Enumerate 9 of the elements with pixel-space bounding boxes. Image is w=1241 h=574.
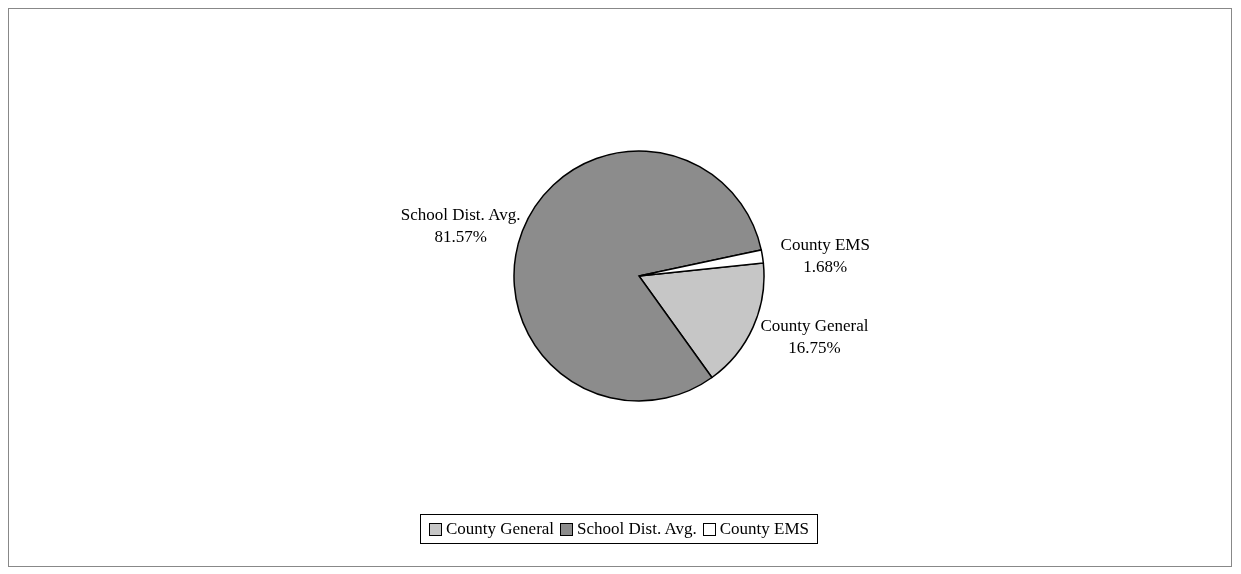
slice-label: School Dist. Avg. [400,205,521,225]
data-label: 16.75% [788,337,841,357]
data-label: 1.68% [803,256,848,276]
legend-label: County General [445,519,555,539]
data-label: 81.57% [434,227,487,247]
legend-label: School Dist. Avg. [577,519,697,539]
legend-label: County EMS [719,519,810,539]
slice-label: County General [760,315,869,335]
slice-label: County EMS [780,234,870,254]
